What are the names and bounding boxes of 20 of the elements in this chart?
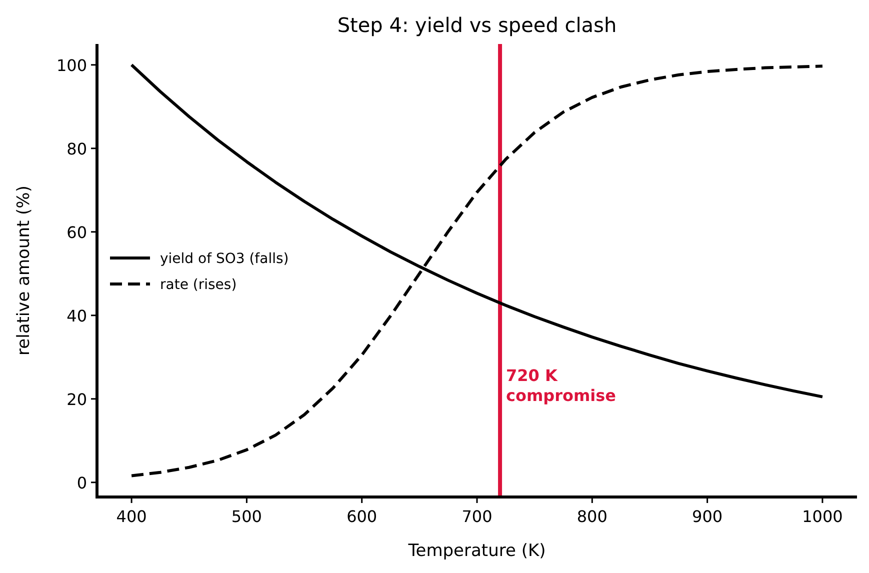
x-tick-label: 400 — [116, 507, 147, 526]
y-tick-label: 40 — [66, 306, 87, 326]
y-tick-label: 100 — [56, 56, 87, 75]
x-tick-label: 500 — [231, 507, 262, 526]
y-tick-label: 80 — [66, 139, 87, 158]
chart-title: Step 4: yield vs speed clash — [337, 13, 617, 37]
x-tick-label: 900 — [692, 507, 723, 526]
legend-label: rate (rises) — [160, 277, 237, 293]
x-tick-label: 700 — [462, 507, 492, 526]
y-tick-label: 20 — [66, 390, 87, 409]
y-tick-label: 60 — [66, 222, 87, 242]
x-tick-label: 1000 — [802, 507, 843, 526]
x-tick-label: 800 — [576, 507, 608, 526]
legend-label: yield of SO3 (falls) — [160, 251, 289, 267]
line-series — [130, 64, 824, 478]
x-tick-label: 600 — [346, 507, 378, 526]
x-axis-title: Temperature (K) — [407, 541, 546, 561]
ref-line-label: 720 K compromise — [506, 366, 616, 405]
y-tick-label: 0 — [76, 473, 87, 492]
y-axis-title: relative amount (%) — [14, 186, 34, 356]
